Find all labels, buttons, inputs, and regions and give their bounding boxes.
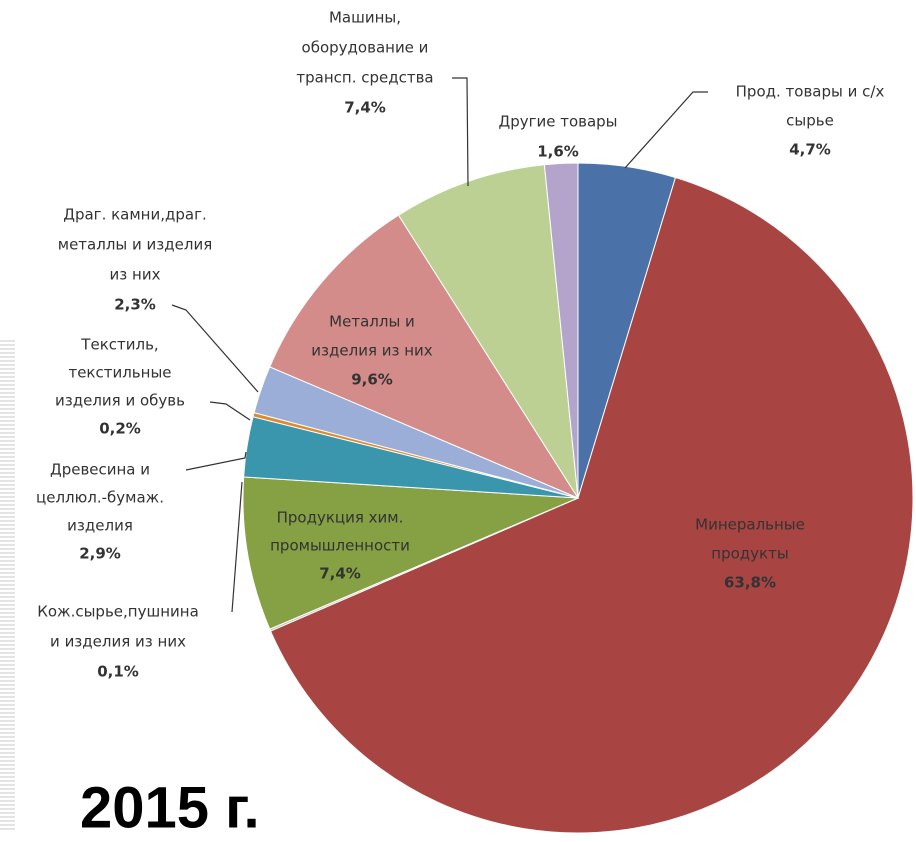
leader-line bbox=[452, 77, 469, 187]
slice-label: изделия и обувь bbox=[55, 392, 185, 410]
slice-label: текстильные bbox=[68, 364, 171, 382]
slice-label: сырье bbox=[786, 112, 834, 130]
slice-label: продукты bbox=[711, 545, 788, 563]
slice-label: Машины, bbox=[329, 9, 401, 27]
value-label: 7,4% bbox=[319, 565, 361, 583]
labels: Прод. товары и с/х сырье 4,7% Минеральные пр… bbox=[36, 9, 884, 681]
pie-slice bbox=[242, 476, 579, 630]
side-strip bbox=[0, 340, 15, 830]
slice-label: Металлы и bbox=[329, 313, 415, 331]
leader-line bbox=[185, 451, 247, 471]
value-label: 2,3% bbox=[114, 296, 156, 314]
slice-label: Текстиль, bbox=[80, 336, 158, 354]
leader-lines bbox=[171, 77, 708, 613]
slice-label: целлюл.-бумаж. bbox=[36, 489, 164, 507]
slice-label: промышленности bbox=[270, 537, 410, 555]
value-label: 0,2% bbox=[99, 420, 141, 438]
pie-slice bbox=[269, 176, 914, 834]
slice-label: Другие товары bbox=[498, 113, 617, 131]
slice-label: изделия из них bbox=[311, 342, 433, 360]
pie-slice bbox=[269, 214, 580, 500]
value-label: 1,6% bbox=[537, 143, 579, 161]
leader-line bbox=[231, 481, 243, 613]
slice-label: оборудование и bbox=[302, 39, 429, 57]
value-label: 4,7% bbox=[789, 141, 831, 159]
slice-label: металлы и изделия bbox=[58, 236, 212, 254]
slice-label: и изделия из них bbox=[50, 633, 186, 651]
value-label: 2,9% bbox=[79, 545, 121, 563]
value-label: 9,6% bbox=[351, 371, 393, 389]
slice-label: трансп. средства bbox=[296, 69, 433, 87]
value-label: 63,8% bbox=[724, 574, 776, 592]
value-label: 7,4% bbox=[344, 99, 386, 117]
slice-label: Древесина и bbox=[50, 461, 150, 479]
slice-label: Минеральные bbox=[695, 516, 805, 534]
slice-label: Кож.сырье,пушнина bbox=[37, 603, 199, 621]
pie-slice bbox=[543, 162, 579, 499]
value-label: 0,1% bbox=[97, 663, 139, 681]
slice-label: из них bbox=[110, 266, 161, 284]
slice-label: Прод. товары и с/х bbox=[736, 83, 885, 101]
leader-line bbox=[171, 304, 259, 393]
slice-label: изделия bbox=[67, 517, 133, 535]
leader-line bbox=[209, 401, 251, 421]
slice-label: Продукция хим. bbox=[277, 509, 404, 527]
pie bbox=[242, 162, 914, 834]
leader-line bbox=[624, 91, 708, 169]
chart-title: 2015 г. bbox=[80, 775, 260, 840]
slice-label: Драг. камни,драг. bbox=[63, 206, 206, 224]
